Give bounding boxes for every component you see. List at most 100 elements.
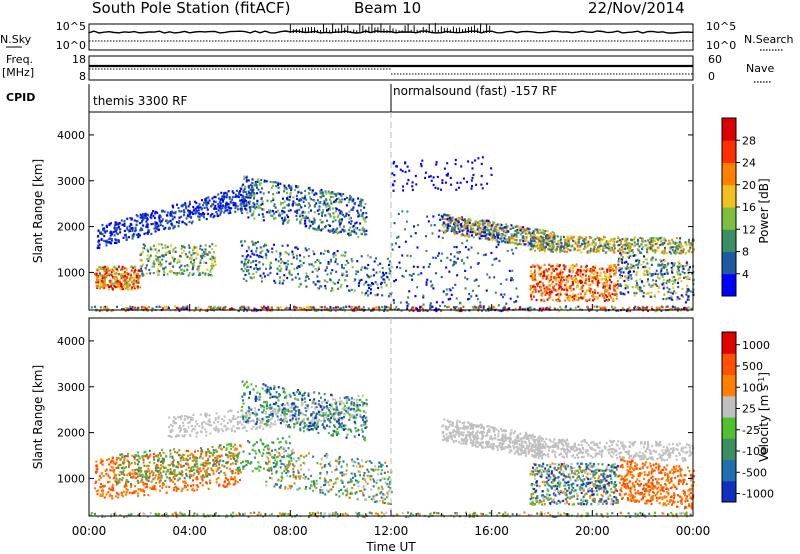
power-cell-3396 [559, 248, 562, 252]
power-cell-3573 [558, 284, 561, 287]
power-cell-1134 [126, 272, 129, 275]
power-cell-3524 [550, 283, 553, 286]
power-cell-3103 [583, 245, 586, 248]
power-cell-392 [124, 233, 127, 236]
power-cell-1981 [636, 308, 639, 311]
velocity-cell-77 [332, 398, 335, 401]
power-cell-4410 [651, 273, 654, 276]
power-cell-2187 [161, 308, 164, 311]
power-cell-4111 [441, 215, 444, 218]
power-cell-2663 [542, 236, 545, 239]
power-cell-1027 [267, 209, 270, 212]
power-cell-1755 [332, 255, 335, 259]
power-cell-3060 [628, 251, 631, 254]
power-cell-1707 [305, 285, 308, 288]
power-cell-348 [156, 211, 159, 214]
velocity-cell-271 [198, 425, 201, 428]
power-cell-4185 [633, 291, 636, 295]
power-cell-2629 [505, 231, 508, 234]
power-cell-4065 [464, 287, 467, 290]
power-cell-986 [342, 230, 345, 233]
power-cell-1686 [353, 279, 356, 282]
power-cell-1350 [196, 253, 199, 257]
power-cell-1474 [147, 250, 150, 253]
power-cell-874 [291, 202, 294, 206]
power-cell-822 [341, 228, 344, 231]
power-cell-4159 [491, 263, 494, 266]
power-cell-4273 [630, 263, 633, 266]
velocity-cell-240 [232, 414, 235, 418]
velocity-cell-135 [229, 409, 232, 412]
power-cell-1598 [386, 257, 389, 260]
power-cell-1151 [130, 269, 133, 272]
power-cell-4281 [633, 254, 636, 257]
power-cell-363 [115, 232, 118, 235]
power-cell-2474 [522, 235, 525, 238]
power-cell-751 [334, 199, 337, 202]
velocity-cell-53 [186, 417, 189, 420]
power-cell-1748 [327, 262, 330, 265]
power-cell-1723 [279, 252, 282, 255]
power-cell-1822 [281, 282, 284, 285]
power-cell-3272 [576, 249, 579, 252]
power-cell-3201 [566, 250, 569, 253]
power-cell-57 [145, 232, 148, 235]
power-cell-639 [273, 212, 276, 215]
power-cell-4457 [625, 275, 628, 278]
power-cell-1538 [166, 273, 169, 276]
power-cell-2253 [204, 309, 207, 312]
power-cell-757 [260, 178, 263, 182]
power-cell-449 [126, 217, 129, 220]
power-cell-2164 [540, 309, 543, 312]
power-cell-1207 [120, 277, 123, 280]
power-cell-235 [132, 235, 135, 238]
power-cell-67 [150, 223, 153, 226]
power-cell-405 [214, 204, 217, 208]
power-cell-1969 [412, 309, 415, 313]
power-cbar-swatch-1 [722, 251, 736, 275]
power-cell-3789 [530, 265, 533, 269]
power-cell-1463 [174, 272, 177, 275]
velocity-cell-63 [329, 406, 332, 409]
power-cell-2440 [481, 237, 484, 240]
power-cell-1246 [120, 284, 123, 287]
power-cell-2878 [484, 234, 487, 237]
power-cell-4143 [425, 283, 428, 286]
power-cell-1704 [262, 263, 265, 266]
power-cell-2640 [513, 241, 516, 244]
power-cell-3420 [566, 244, 569, 248]
power-cell-4437 [642, 260, 645, 264]
nave-tick-bottom: 0 [708, 70, 715, 83]
power-cell-65 [173, 216, 176, 219]
power-cell-845 [318, 208, 321, 211]
velocity-cell-172 [205, 430, 208, 434]
power-cell-3102 [583, 240, 586, 243]
power-cell-3858 [540, 299, 543, 302]
power-cell-2659 [520, 243, 523, 246]
power-cell-225 [153, 216, 156, 220]
power-cell-4102 [406, 210, 409, 213]
power-cell-3407 [679, 242, 682, 245]
power-cell-3864 [581, 273, 584, 276]
power-cell-2298 [564, 306, 567, 309]
power-cell-2401 [475, 223, 478, 227]
velocity-cell-139 [270, 422, 273, 425]
power-cell-4520 [406, 182, 409, 185]
power-cell-1356 [201, 248, 204, 251]
power-cell-1784 [306, 275, 309, 278]
power-cell-1740 [316, 280, 319, 283]
power-cell-4412 [668, 278, 671, 281]
power-cell-3592 [617, 263, 620, 266]
power-cell-504 [164, 226, 167, 229]
velocity-cell-150 [337, 417, 340, 420]
power-cell-4461 [626, 265, 629, 268]
power-cell-2009 [174, 305, 177, 308]
power-cell-3334 [566, 240, 569, 243]
power-cell-4432 [687, 288, 690, 291]
power-cell-2225 [375, 306, 378, 309]
power-cell-1631 [374, 294, 377, 297]
power-cell-3627 [558, 264, 561, 267]
power-cell-4016 [482, 307, 485, 310]
power-cell-4084 [427, 265, 430, 268]
power-cell-538 [333, 192, 336, 196]
